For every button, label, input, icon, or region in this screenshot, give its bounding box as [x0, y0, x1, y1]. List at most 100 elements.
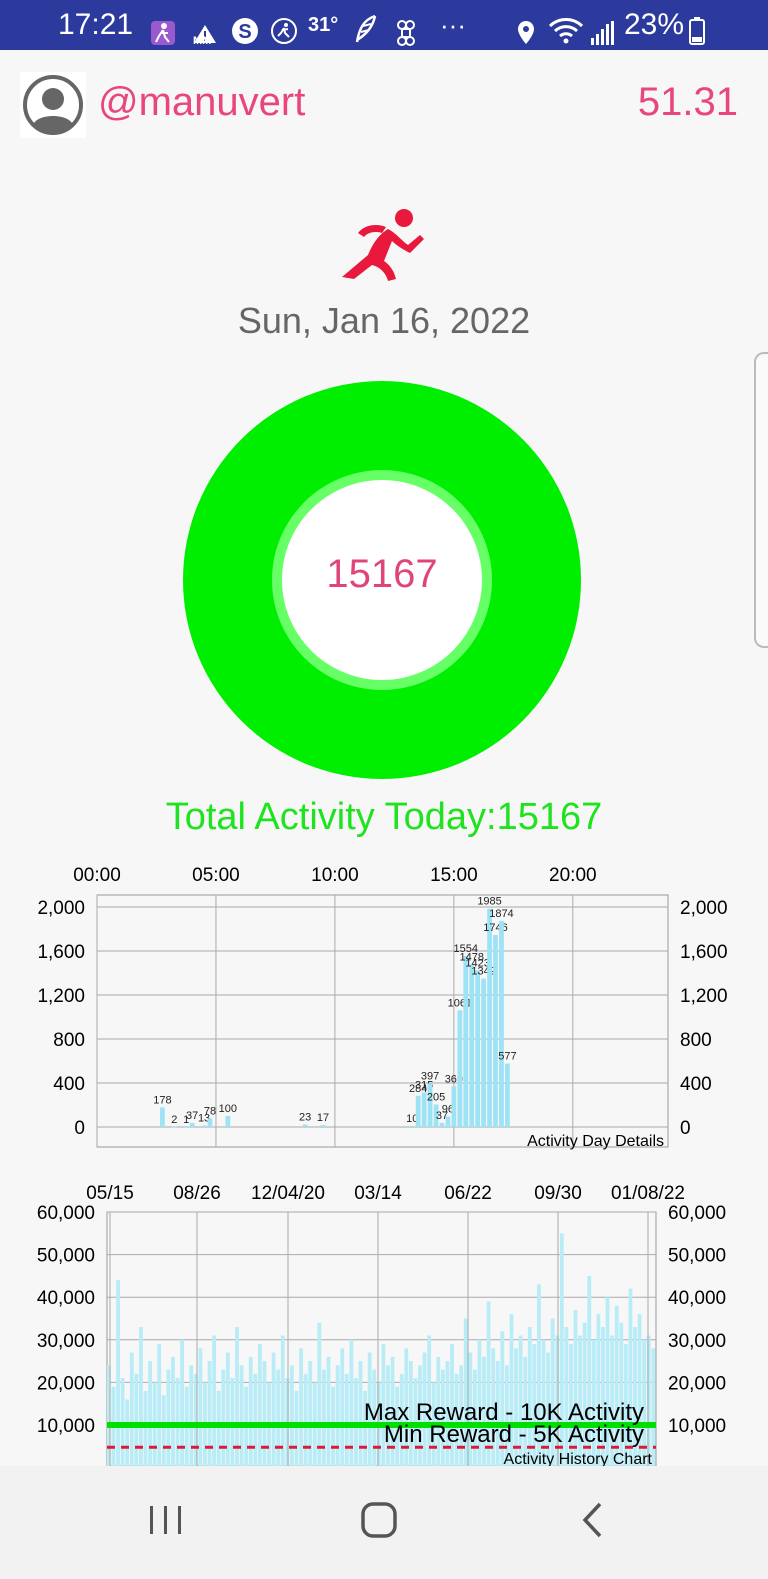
history-bar: [623, 1344, 628, 1466]
history-bar: [573, 1309, 578, 1466]
history-bar: [550, 1318, 555, 1466]
home-button[interactable]: [350, 1496, 410, 1546]
history-bar: [569, 1344, 573, 1466]
history-bar: [450, 1344, 454, 1466]
history-y-tick-left: 50,000: [37, 1246, 95, 1267]
history-bar: [463, 1318, 468, 1466]
day-bar-label: 13: [198, 1113, 210, 1125]
history-bar: [505, 1365, 509, 1466]
history-bar: [518, 1335, 523, 1466]
activity-day-chart[interactable]: 0 0 400 400 800 800 1,200 1,200 1,600 1,600 2,000 2…: [0, 855, 768, 1155]
day-y-tick-left: 800: [53, 1030, 85, 1051]
history-bar: [445, 1361, 450, 1466]
day-bar-label: 96: [442, 1103, 454, 1115]
ring-value: 15167: [326, 552, 438, 596]
history-bar: [381, 1344, 386, 1466]
history-bar: [468, 1352, 473, 1466]
day-bar: [302, 1124, 308, 1127]
recent-apps-button[interactable]: [136, 1496, 196, 1546]
history-bar: [148, 1361, 152, 1466]
day-y-tick-right: 400: [680, 1074, 712, 1095]
history-bar: [646, 1335, 651, 1466]
day-y-tick-right: 1,200: [680, 986, 728, 1007]
running-app-icon: [270, 11, 298, 44]
day-bar: [201, 1125, 207, 1127]
history-bar: [541, 1339, 546, 1466]
history-x-tick: 08/26: [173, 1183, 221, 1204]
history-bar: [166, 1369, 171, 1466]
day-bar: [481, 978, 486, 1127]
history-bar: [642, 1339, 647, 1466]
history-y-tick-left: 30,000: [37, 1331, 95, 1352]
day-bar-label: 1061: [448, 997, 472, 1009]
history-y-tick-left: 60,000: [37, 1203, 95, 1224]
history-bar: [248, 1356, 253, 1466]
history-x-tick: 01/08/22: [611, 1183, 685, 1204]
history-bar: [459, 1365, 464, 1466]
day-y-tick-right: 0: [680, 1118, 691, 1139]
history-bar: [280, 1335, 285, 1466]
history-bar: [587, 1275, 592, 1466]
wifi-icon: [548, 11, 584, 44]
day-bar: [189, 1122, 195, 1127]
day-bar-label: 577: [498, 1051, 516, 1063]
day-bar: [451, 1086, 457, 1127]
history-bar: [212, 1335, 216, 1466]
history-y-tick-right: 10,000: [668, 1416, 726, 1437]
alert-icon: [193, 10, 217, 43]
day-bar: [171, 1126, 177, 1128]
day-bar-label: 1349: [471, 966, 495, 978]
history-bar: [134, 1373, 139, 1466]
history-bar: [262, 1361, 267, 1466]
history-bar: [290, 1365, 294, 1466]
history-bar: [157, 1344, 162, 1466]
day-bar: [457, 1010, 463, 1127]
history-bar: [125, 1399, 130, 1466]
day-bar: [475, 970, 481, 1127]
history-bar: [294, 1390, 299, 1466]
history-bar: [198, 1348, 203, 1466]
day-bar-label: 284: [409, 1083, 427, 1095]
history-bar: [596, 1314, 601, 1466]
history-bar: [546, 1352, 550, 1466]
history-bar: [116, 1280, 120, 1466]
history-y-tick-right: 60,000: [668, 1203, 726, 1224]
back-button[interactable]: [568, 1496, 628, 1546]
history-bar: [390, 1356, 395, 1466]
day-bar-label: 1423: [465, 957, 489, 969]
history-bar: [436, 1356, 441, 1466]
history-bar: [271, 1352, 276, 1466]
avatar[interactable]: [20, 72, 86, 138]
history-bar: [404, 1348, 409, 1466]
avatar-icon: [20, 72, 86, 138]
day-y-tick-right: 1,600: [680, 942, 728, 963]
day-bar: [421, 1092, 427, 1127]
history-bar: [180, 1339, 184, 1466]
history-y-tick-left: 10,000: [37, 1416, 95, 1437]
side-panel-handle[interactable]: [754, 352, 768, 648]
history-bar: [129, 1352, 134, 1466]
username[interactable]: @manuvert: [98, 80, 306, 124]
status-time: 17:21: [58, 8, 134, 41]
day-bar-label: 23: [299, 1111, 311, 1123]
activity-notification-icon: [150, 12, 176, 45]
history-bar: [537, 1284, 541, 1466]
activity-history-chart[interactable]: 60,000 60,000 50,000 50,000 40,000 40,000 30,0…: [0, 1175, 768, 1466]
history-bar: [363, 1390, 367, 1466]
history-bar: [143, 1390, 148, 1466]
battery-icon: [689, 11, 705, 45]
history-bar: [651, 1348, 656, 1466]
recent-apps-icon: [150, 1506, 181, 1534]
total-activity-today: Total Activity Today:15167: [165, 796, 603, 838]
history-bar: [633, 1327, 637, 1466]
day-bar: [463, 956, 469, 1127]
signal-icon: [590, 12, 614, 45]
day-y-tick-left: 1,200: [37, 986, 85, 1007]
day-bar: [487, 908, 492, 1127]
history-bar: [335, 1365, 340, 1466]
day-bar-label: 100: [219, 1103, 237, 1115]
history-bar: [559, 1233, 564, 1466]
history-bar: [509, 1314, 514, 1466]
day-bar: [427, 1083, 433, 1127]
history-bar: [628, 1288, 633, 1466]
